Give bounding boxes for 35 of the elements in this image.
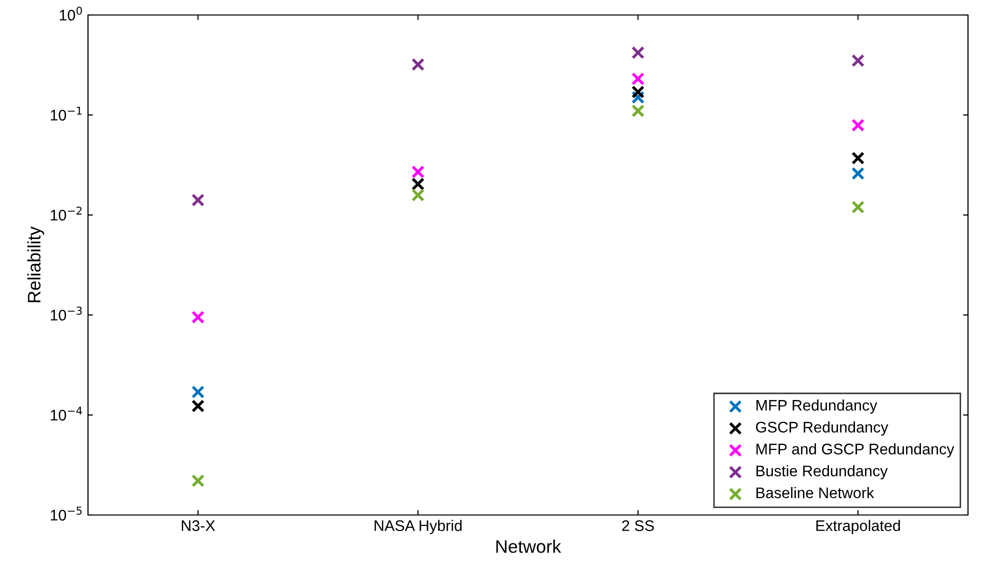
x-tick-label: N3-X [182, 520, 216, 532]
x-tick-label: 2 SS [622, 520, 654, 532]
x-axis-title: Network [496, 540, 562, 553]
y-tick-label: 10$^{0}$ [60, 6, 82, 21]
point [411, 177, 425, 191]
point [851, 200, 865, 214]
point [851, 166, 865, 180]
y-tick-label: 10$^{−1}$ [50, 106, 82, 121]
point [631, 85, 645, 98]
legend-label: GSCP Redundancy [756, 421, 888, 436]
point [191, 310, 205, 324]
legend-label: MFP Redundancy [756, 399, 878, 414]
y-tick-label: 10$^{−4}$ [50, 406, 82, 421]
y-tick-label: 10$^{−3}$ [50, 306, 82, 321]
point [191, 385, 205, 398]
point [411, 58, 425, 72]
point [631, 46, 645, 60]
y-tick-label: 10$^{−2}$ [50, 206, 82, 221]
legend-label: Bustie Redundancy [756, 465, 888, 480]
point [631, 72, 645, 86]
point [851, 118, 865, 132]
x-tick-label: Extrapolated [816, 520, 900, 534]
point [851, 152, 865, 165]
point [191, 399, 205, 413]
legend-label: Baseline Network [756, 487, 874, 498]
point [411, 165, 425, 178]
y-axis-title: Reliability [27, 226, 44, 302]
x-tick-label: NASA Hybrid [374, 520, 462, 534]
point [191, 194, 205, 207]
point [191, 474, 205, 488]
y-tick-label: 10$^{−5}$ [50, 506, 82, 521]
point [631, 104, 645, 118]
legend-label: MFP and GSCP Redundancy [756, 443, 954, 458]
point [851, 54, 865, 68]
point [411, 188, 425, 202]
